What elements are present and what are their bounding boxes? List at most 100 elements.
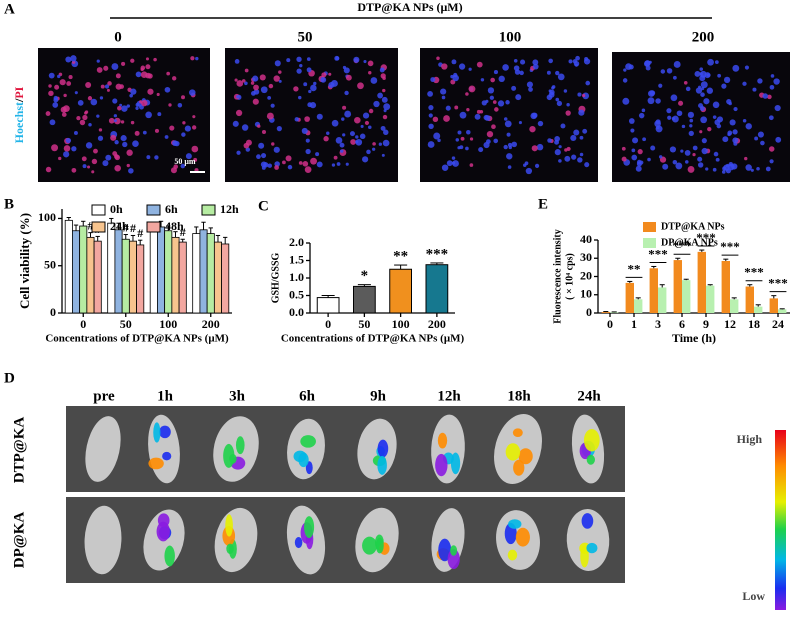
cell bbox=[673, 61, 681, 68]
cell bbox=[638, 112, 645, 119]
cell bbox=[558, 145, 562, 149]
annotation: * bbox=[361, 268, 369, 284]
cell bbox=[644, 60, 651, 67]
cell bbox=[65, 137, 72, 144]
panel-title: DTP@KA NPs (μM) bbox=[357, 0, 462, 14]
cell bbox=[103, 65, 109, 71]
cell bbox=[79, 119, 86, 126]
cell bbox=[757, 131, 764, 138]
bar bbox=[121, 238, 130, 314]
cell bbox=[113, 119, 117, 123]
cell bbox=[584, 57, 589, 62]
cell bbox=[745, 123, 752, 130]
bar bbox=[164, 230, 173, 314]
bar bbox=[721, 260, 730, 313]
cell bbox=[328, 72, 332, 76]
cell bbox=[433, 132, 441, 140]
bar bbox=[610, 312, 619, 313]
cell bbox=[153, 57, 157, 62]
cell bbox=[331, 163, 336, 167]
cell bbox=[579, 135, 584, 140]
cell bbox=[91, 158, 98, 165]
cell bbox=[256, 154, 261, 160]
cell bbox=[360, 124, 364, 129]
cell bbox=[432, 116, 439, 123]
x-tick-label: 50 bbox=[120, 317, 132, 331]
cell bbox=[368, 71, 372, 75]
cell bbox=[342, 133, 346, 137]
cell bbox=[631, 148, 636, 153]
legend-label: 0h bbox=[110, 202, 123, 216]
cell bbox=[505, 100, 510, 105]
cell bbox=[310, 157, 317, 165]
cell bbox=[578, 109, 585, 116]
cell bbox=[370, 77, 378, 84]
cell bbox=[154, 128, 160, 133]
cell bbox=[699, 105, 705, 111]
cell bbox=[732, 129, 738, 135]
cell bbox=[577, 157, 583, 163]
bar bbox=[213, 241, 222, 314]
cell bbox=[268, 83, 274, 89]
cell bbox=[236, 150, 241, 155]
cell bbox=[164, 135, 169, 139]
signal bbox=[156, 521, 170, 542]
cell bbox=[504, 120, 512, 128]
cell bbox=[93, 148, 98, 154]
cell bbox=[282, 160, 286, 165]
cell bbox=[707, 58, 714, 66]
bar bbox=[178, 241, 187, 314]
cell bbox=[134, 130, 140, 136]
cell bbox=[582, 128, 588, 134]
cell bbox=[493, 138, 499, 144]
time-label: 18h bbox=[507, 388, 531, 404]
cell bbox=[752, 87, 757, 92]
cell bbox=[85, 142, 93, 149]
cell bbox=[193, 157, 198, 162]
cell bbox=[621, 146, 626, 151]
cell bbox=[732, 64, 740, 72]
cell bbox=[566, 102, 570, 107]
legend-label: DP@KA NPs bbox=[661, 237, 718, 248]
legend-label: 48h bbox=[165, 219, 184, 233]
cell bbox=[130, 58, 135, 63]
cell bbox=[105, 154, 112, 161]
cell bbox=[465, 92, 469, 96]
cell bbox=[621, 156, 627, 162]
cell bbox=[257, 124, 261, 128]
x-tick-label: 200 bbox=[428, 317, 446, 331]
cell bbox=[632, 137, 639, 144]
cell bbox=[662, 163, 669, 170]
signal bbox=[515, 527, 530, 547]
cell bbox=[88, 122, 92, 127]
cell bbox=[306, 57, 311, 61]
cell bbox=[379, 67, 385, 73]
cell bbox=[267, 163, 273, 168]
cell bbox=[445, 105, 451, 111]
cell bbox=[699, 72, 703, 76]
signal bbox=[450, 545, 458, 556]
cell bbox=[98, 128, 103, 132]
bar bbox=[673, 260, 682, 313]
mouse bbox=[84, 505, 122, 575]
cell bbox=[114, 154, 119, 159]
signal bbox=[586, 454, 595, 465]
cell bbox=[301, 127, 308, 134]
cell bbox=[117, 105, 122, 111]
cell bbox=[443, 115, 450, 122]
cell bbox=[130, 120, 135, 125]
cell bbox=[446, 160, 453, 167]
cell bbox=[466, 129, 471, 135]
legend-label: 6h bbox=[165, 202, 178, 216]
signal bbox=[508, 519, 522, 529]
cell bbox=[273, 75, 280, 82]
cell bbox=[334, 55, 340, 61]
cell bbox=[459, 111, 467, 119]
cell bbox=[65, 56, 72, 63]
cell bbox=[687, 111, 695, 119]
cell bbox=[331, 119, 339, 127]
cell bbox=[111, 63, 119, 71]
cell bbox=[635, 165, 642, 172]
cell bbox=[234, 78, 238, 82]
cell bbox=[675, 162, 683, 170]
